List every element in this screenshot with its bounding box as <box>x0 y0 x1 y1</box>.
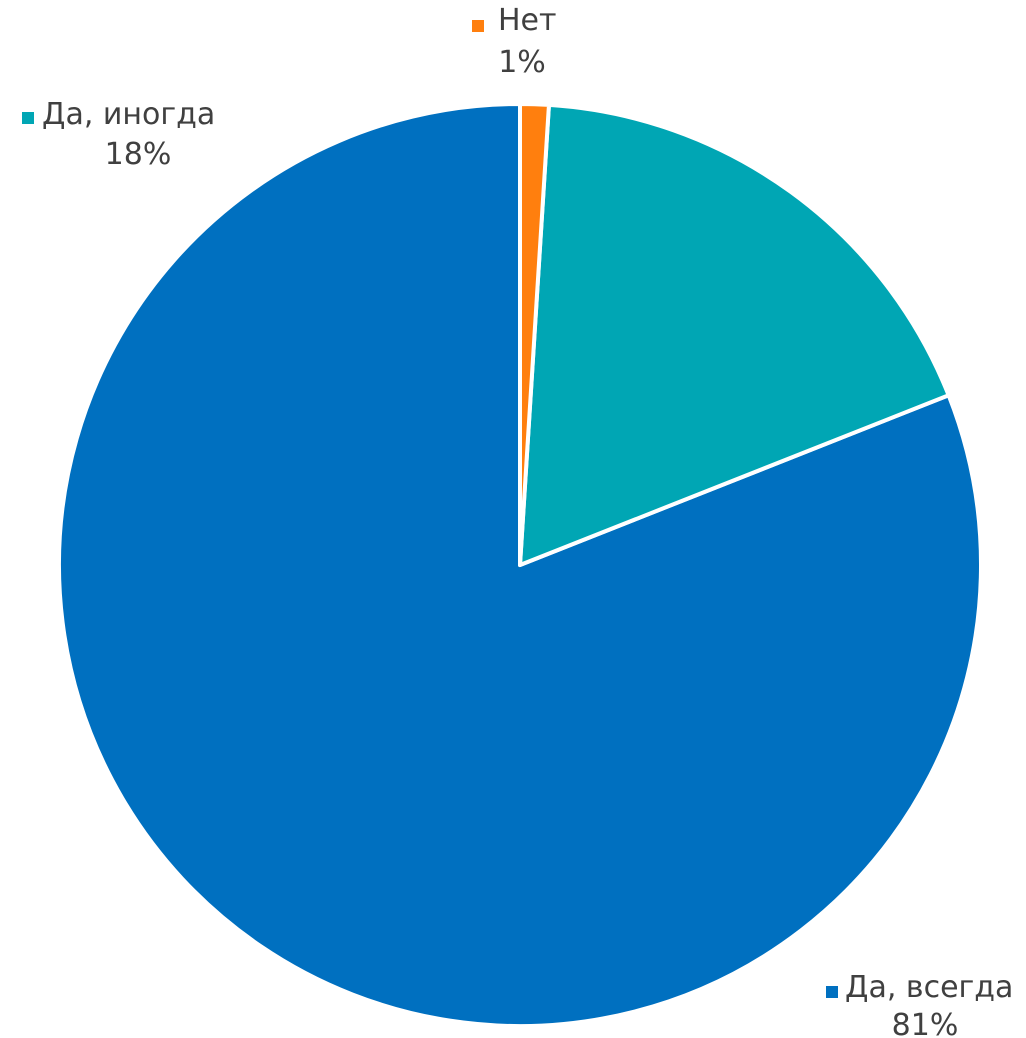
pie-slice-1 <box>57 102 983 1028</box>
slice-category-label-2: Да, иногда <box>42 97 215 132</box>
legend-marker-3 <box>472 20 484 32</box>
slice-category-label-1: Да, всегда <box>845 970 1013 1005</box>
pie-slices <box>57 102 983 1028</box>
legend-marker-2 <box>22 112 34 124</box>
legend-marker-1 <box>826 986 838 998</box>
slice-percent-label-2: 18% <box>105 137 172 172</box>
slice-percent-label-3: 1% <box>498 45 546 80</box>
slice-percent-label-1: 81% <box>892 1008 959 1038</box>
pie-slice-3 <box>518 102 551 567</box>
pie-slice-2 <box>518 102 951 567</box>
slice-category-label-3: Нет <box>498 3 557 38</box>
